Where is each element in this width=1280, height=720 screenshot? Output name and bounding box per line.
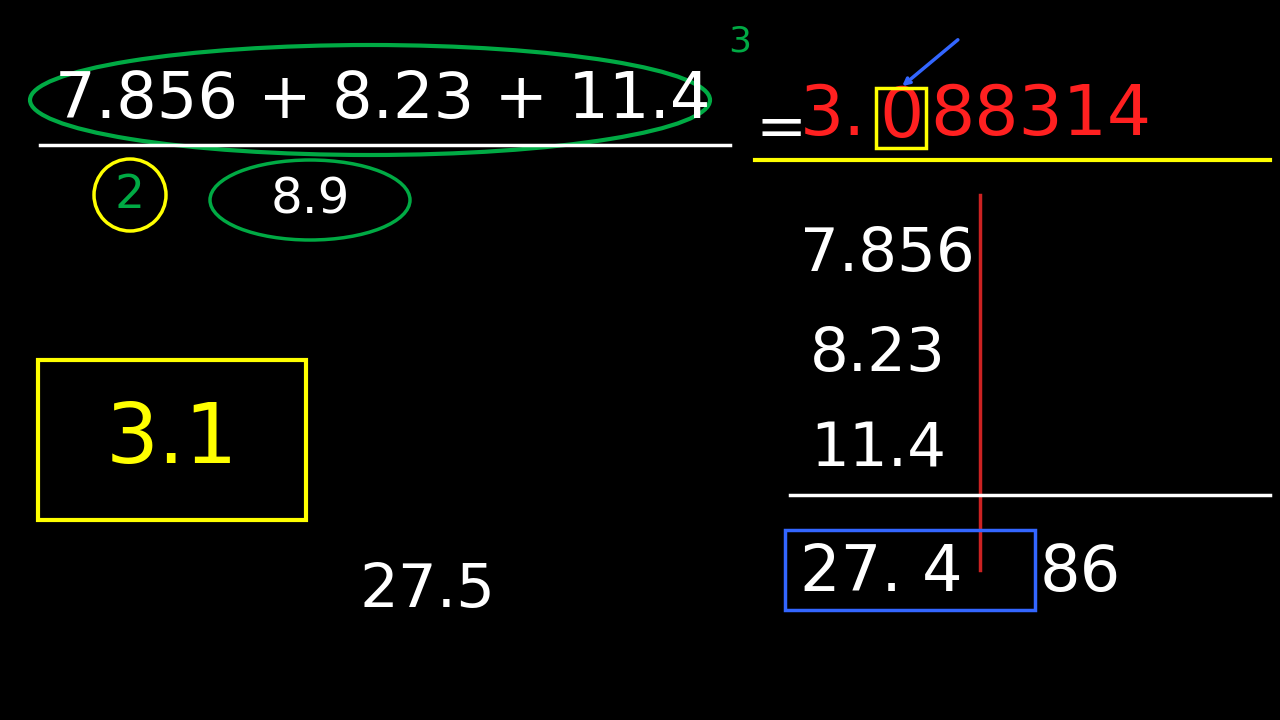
- Text: 88314: 88314: [931, 81, 1151, 148]
- Text: =: =: [755, 101, 806, 160]
- Text: 8.23: 8.23: [810, 325, 946, 384]
- Text: 2: 2: [115, 173, 145, 217]
- Text: 11.4: 11.4: [810, 420, 946, 480]
- Text: 27. 4: 27. 4: [800, 542, 963, 604]
- Text: 27.5: 27.5: [360, 560, 497, 619]
- Bar: [38, 360, 306, 520]
- Text: 3.: 3.: [800, 81, 867, 148]
- Text: 3.1: 3.1: [106, 400, 238, 480]
- Text: 7.856: 7.856: [800, 225, 975, 284]
- Bar: [876, 88, 925, 148]
- Text: 7.856 + 8.23 + 11.4: 7.856 + 8.23 + 11.4: [55, 69, 710, 131]
- Bar: [785, 530, 1036, 610]
- Text: 8.9: 8.9: [270, 176, 349, 224]
- Text: 0: 0: [879, 84, 923, 151]
- Text: 3: 3: [728, 25, 751, 59]
- Text: 86: 86: [1039, 542, 1121, 604]
